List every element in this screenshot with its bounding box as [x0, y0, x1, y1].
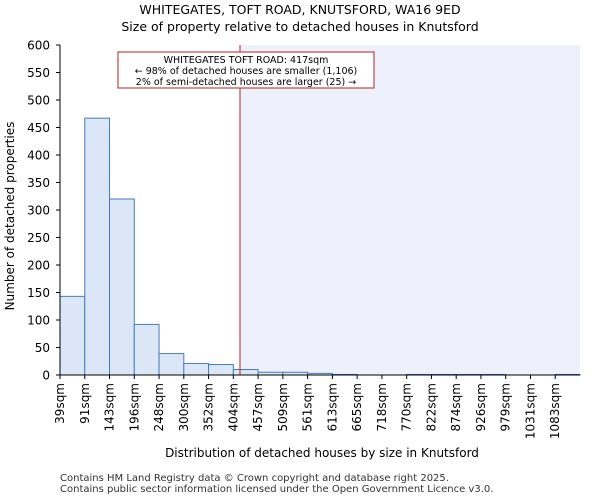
- x-axis-label: Distribution of detached houses by size …: [165, 446, 479, 460]
- x-tick-label: 39sqm: [53, 383, 67, 424]
- bar-91sqm: [84, 117, 111, 376]
- annotation-line-3: 2% of semi-detached houses are larger (2…: [136, 77, 356, 88]
- y-axis-label: Number of detached properties: [3, 122, 17, 311]
- x-tick-label: 822sqm: [424, 383, 438, 431]
- x-tick-label: 91sqm: [78, 383, 92, 424]
- x-tick-label: 718sqm: [375, 383, 389, 431]
- y-tick-label: 300: [27, 204, 50, 218]
- y-tick-label: 500: [27, 94, 50, 108]
- y-tick-label: 150: [27, 286, 50, 300]
- y-tick-label: 600: [27, 39, 50, 53]
- y-tick-label: 250: [27, 231, 50, 245]
- x-tick-label: 404sqm: [226, 383, 240, 431]
- bar-196sqm: [133, 323, 160, 376]
- y-tick-label: 100: [27, 314, 50, 328]
- x-tick-label: 979sqm: [499, 383, 513, 431]
- y-tick-label: 0: [42, 369, 50, 383]
- x-tick-label: 457sqm: [251, 383, 265, 431]
- larger-region-highlight: [240, 45, 580, 375]
- footer-line-1: Contains HM Land Registry data © Crown c…: [60, 473, 449, 484]
- x-tick-label: 509sqm: [276, 383, 290, 431]
- bar-352sqm: [208, 364, 234, 376]
- chart-title: WHITEGATES, TOFT ROAD, KNUTSFORD, WA16 9…: [139, 2, 461, 17]
- bar-143sqm: [109, 198, 135, 376]
- x-tick-label: 926sqm: [474, 383, 488, 431]
- x-tick-label: 874sqm: [449, 383, 463, 431]
- y-tick-label: 50: [35, 341, 50, 355]
- annotation-box: WHITEGATES TOFT ROAD: 417sqm ← 98% of de…: [117, 51, 375, 89]
- x-tick-label: 561sqm: [301, 383, 315, 431]
- x-tick-label: 1031sqm: [523, 383, 537, 439]
- annotation-line-1: WHITEGATES TOFT ROAD: 417sqm: [164, 55, 329, 66]
- annotation-line-2: ← 98% of detached houses are smaller (1,…: [135, 66, 358, 77]
- x-tick-label: 1083sqm: [548, 383, 562, 439]
- x-tick-label: 613sqm: [325, 383, 339, 431]
- bar-248sqm: [158, 353, 185, 376]
- x-tick-label: 665sqm: [350, 383, 364, 431]
- bar-404sqm: [232, 369, 259, 376]
- footer-line-2: Contains public sector information licen…: [60, 484, 494, 495]
- x-tick-label: 196sqm: [127, 383, 141, 431]
- y-tick-label: 200: [27, 259, 50, 273]
- bar-39sqm: [59, 295, 86, 376]
- x-tick-label: 248sqm: [152, 383, 166, 431]
- y-tick-label: 550: [27, 66, 50, 80]
- y-tick-label: 450: [27, 121, 50, 135]
- bar-300sqm: [183, 362, 210, 376]
- y-tick-label: 350: [27, 176, 50, 190]
- chart-subtitle: Size of property relative to detached ho…: [121, 19, 479, 34]
- x-tick-label: 352sqm: [202, 383, 216, 431]
- y-tick-label: 400: [27, 149, 50, 163]
- x-tick-label: 770sqm: [400, 383, 414, 431]
- x-tick-label: 143sqm: [103, 383, 117, 431]
- x-tick-label: 300sqm: [177, 383, 191, 431]
